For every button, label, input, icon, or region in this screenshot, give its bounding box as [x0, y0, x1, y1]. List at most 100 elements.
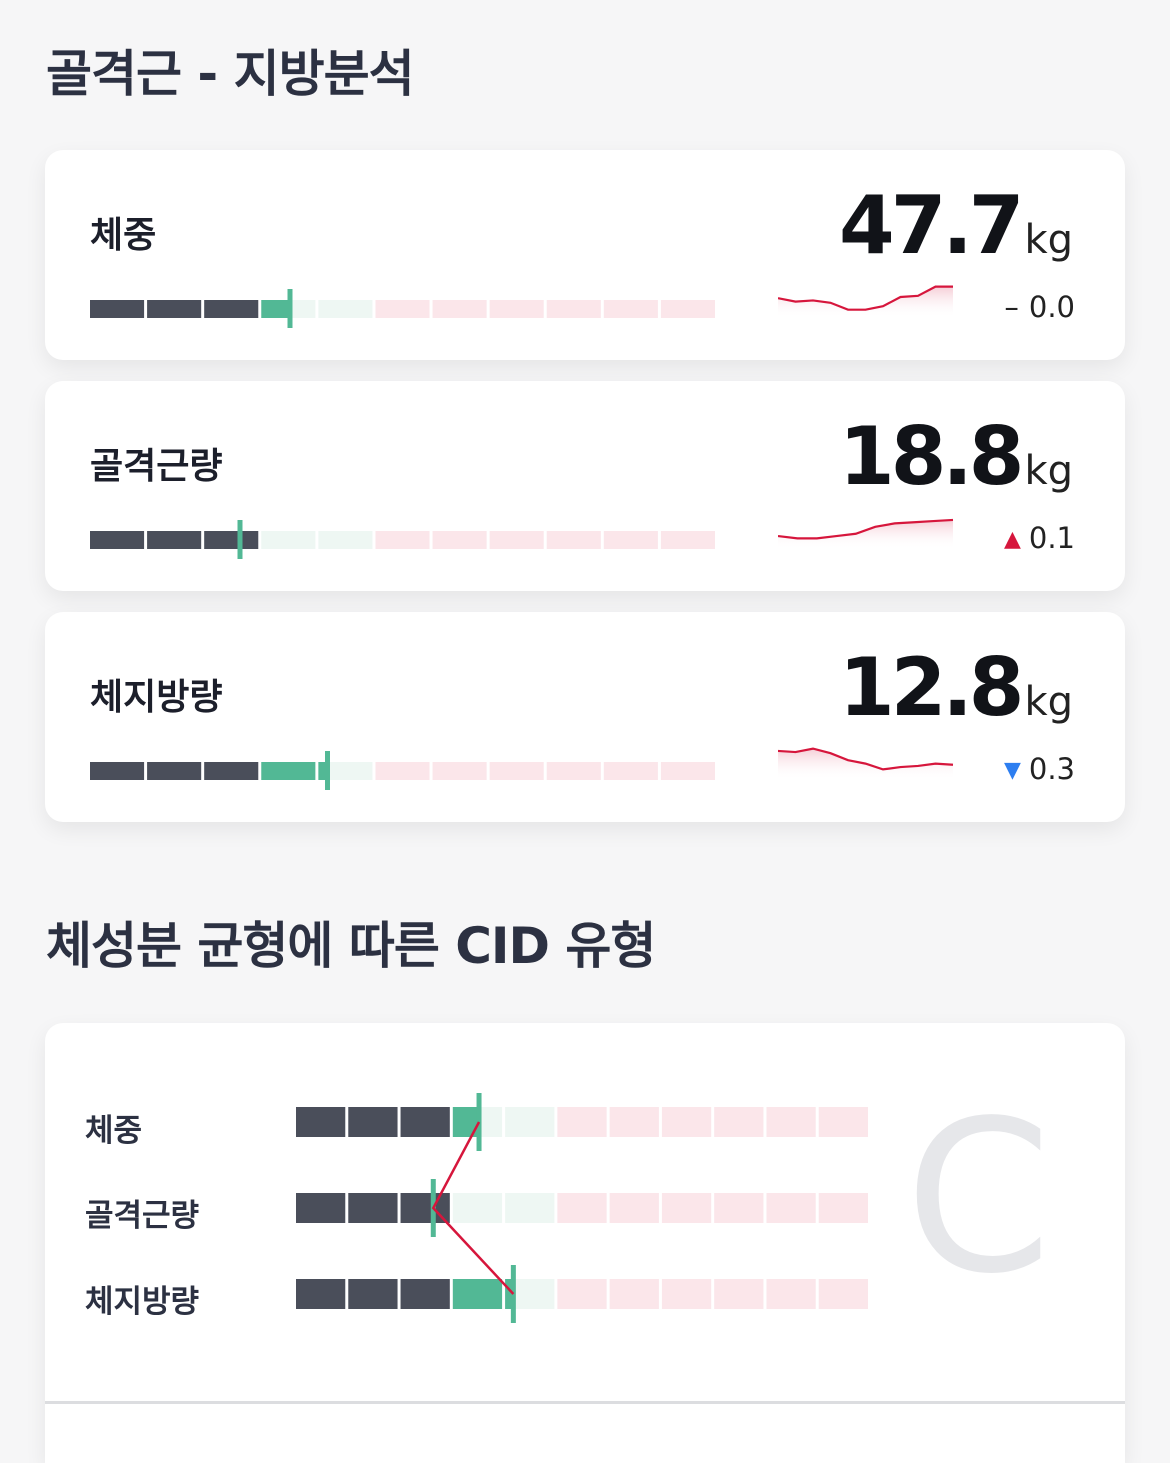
gauge-segment — [318, 762, 373, 780]
gauge-segment — [147, 531, 202, 549]
gauge-marker — [237, 520, 243, 559]
gauge-segment — [660, 531, 715, 549]
sparkline-line — [778, 285, 953, 311]
gauge-segment — [90, 762, 145, 780]
gauge-segment — [90, 531, 145, 549]
metric-value-group: 12.8 kg — [839, 648, 1073, 728]
gauge-segment — [766, 1193, 816, 1223]
gauge-segment — [204, 762, 259, 780]
gauge-segment — [296, 1107, 346, 1137]
gauge-segment — [489, 531, 544, 549]
gauge-segment — [147, 300, 202, 318]
gauge-segment — [546, 762, 601, 780]
metric-value-group: 47.7 kg — [839, 186, 1073, 266]
gauge-segment — [818, 1279, 868, 1309]
sparkline-line — [778, 518, 954, 540]
section-title-cid-type: 체성분 균형에 따른 CID 유형 — [46, 917, 656, 975]
gauge-segment — [318, 531, 373, 549]
metric-unit: kg — [1024, 217, 1073, 263]
cid-row-label-muscle: 골격근량 — [85, 1198, 200, 1234]
gauge-segment — [557, 1279, 607, 1309]
gauge-segment — [432, 300, 487, 318]
gauge-segment — [714, 1193, 764, 1223]
metric-change-value: 0.0 — [1028, 290, 1075, 324]
gauge-segment — [714, 1279, 764, 1309]
gauge-segment — [546, 300, 601, 318]
gauge-fill — [505, 1279, 514, 1309]
gauge-segment — [603, 531, 658, 549]
metric-change: ▼ 0.3 — [1004, 752, 1075, 786]
gauge-segment — [489, 300, 544, 318]
cid-card: 체중 골격근량 체지방량 C — [45, 1023, 1125, 1463]
gauge-segment — [766, 1279, 816, 1309]
metric-gauge — [90, 751, 715, 790]
gauge-segment — [432, 531, 487, 549]
metric-sparkline — [778, 285, 953, 318]
cid-row-label-weight: 체중 — [85, 1113, 143, 1149]
sparkline-area — [778, 519, 953, 549]
metric-card-skeletal-muscle[interactable]: 골격근량 18.8 kg ▲ 0.1 — [45, 381, 1125, 591]
gauge-segment — [505, 1107, 555, 1137]
gauge-segment — [660, 762, 715, 780]
metric-sparkline — [778, 518, 954, 549]
gauge-segment — [505, 1193, 555, 1223]
gauge-fill — [452, 1107, 480, 1137]
metric-change-value: 0.1 — [1028, 521, 1075, 555]
gauge-segment — [557, 1193, 607, 1223]
gauge-segment — [432, 762, 487, 780]
gauge-segment — [546, 531, 601, 549]
gauge-segment — [557, 1107, 607, 1137]
gauge-marker — [287, 289, 293, 328]
gauge-marker — [325, 751, 330, 790]
trend-flat-icon: – — [1004, 290, 1019, 324]
gauge-segment — [147, 762, 202, 780]
cid-connector-line — [431, 1121, 515, 1295]
gauge-segment — [204, 300, 259, 318]
sparkline-line — [778, 747, 954, 771]
metric-value-group: 18.8 kg — [839, 417, 1073, 497]
metric-card-weight[interactable]: 체중 47.7 kg –0.0 — [45, 150, 1125, 360]
gauge-segment — [603, 762, 658, 780]
gauge-segment — [609, 1279, 659, 1309]
gauge-segment — [400, 1279, 450, 1309]
gauge-segment — [452, 1193, 503, 1223]
sparkline-area — [778, 286, 953, 318]
gauge-segment — [318, 300, 373, 318]
metric-card-body-fat[interactable]: 체지방량 12.8 kg ▼ 0.3 — [45, 612, 1125, 822]
gauge-segment — [603, 300, 658, 318]
gauge-segment — [766, 1107, 816, 1137]
gauge-segment — [204, 531, 259, 549]
gauge-segment — [375, 300, 430, 318]
divider — [45, 1401, 1125, 1404]
gauge-segment — [818, 1107, 868, 1137]
gauge-segment — [348, 1107, 398, 1137]
metric-value: 47.7 — [839, 179, 1024, 272]
section-title-fat-analysis: 골격근 - 지방분석 — [46, 45, 415, 103]
gauge-segment — [296, 1279, 346, 1309]
trend-up-icon: ▲ — [1003, 527, 1021, 552]
metric-label: 체중 — [90, 215, 157, 256]
cid-type-letter: C — [905, 1075, 1052, 1320]
gauge-segment — [348, 1193, 398, 1223]
gauge-segment — [714, 1107, 764, 1137]
gauge-segment — [818, 1193, 868, 1223]
gauge-fill — [318, 762, 328, 780]
gauge-segment — [375, 531, 430, 549]
metric-label: 골격근량 — [90, 446, 223, 487]
metric-unit: kg — [1024, 679, 1073, 725]
gauge-fill — [261, 762, 316, 780]
gauge-segment — [660, 300, 715, 318]
gauge-segment — [661, 1279, 712, 1309]
metric-value: 18.8 — [839, 410, 1024, 503]
gauge-segment — [661, 1193, 712, 1223]
gauge-segment — [90, 300, 145, 318]
gauge-segment — [400, 1107, 450, 1137]
gauge-fill — [452, 1279, 503, 1309]
gauge-segment — [261, 531, 316, 549]
metric-unit: kg — [1024, 448, 1073, 494]
metric-change: ▲ 0.1 — [1004, 521, 1075, 555]
cid-row-label-fat: 체지방량 — [85, 1284, 200, 1320]
gauge-segment — [609, 1107, 659, 1137]
trend-down-icon: ▼ — [1003, 758, 1021, 783]
gauge-fill — [261, 300, 290, 318]
